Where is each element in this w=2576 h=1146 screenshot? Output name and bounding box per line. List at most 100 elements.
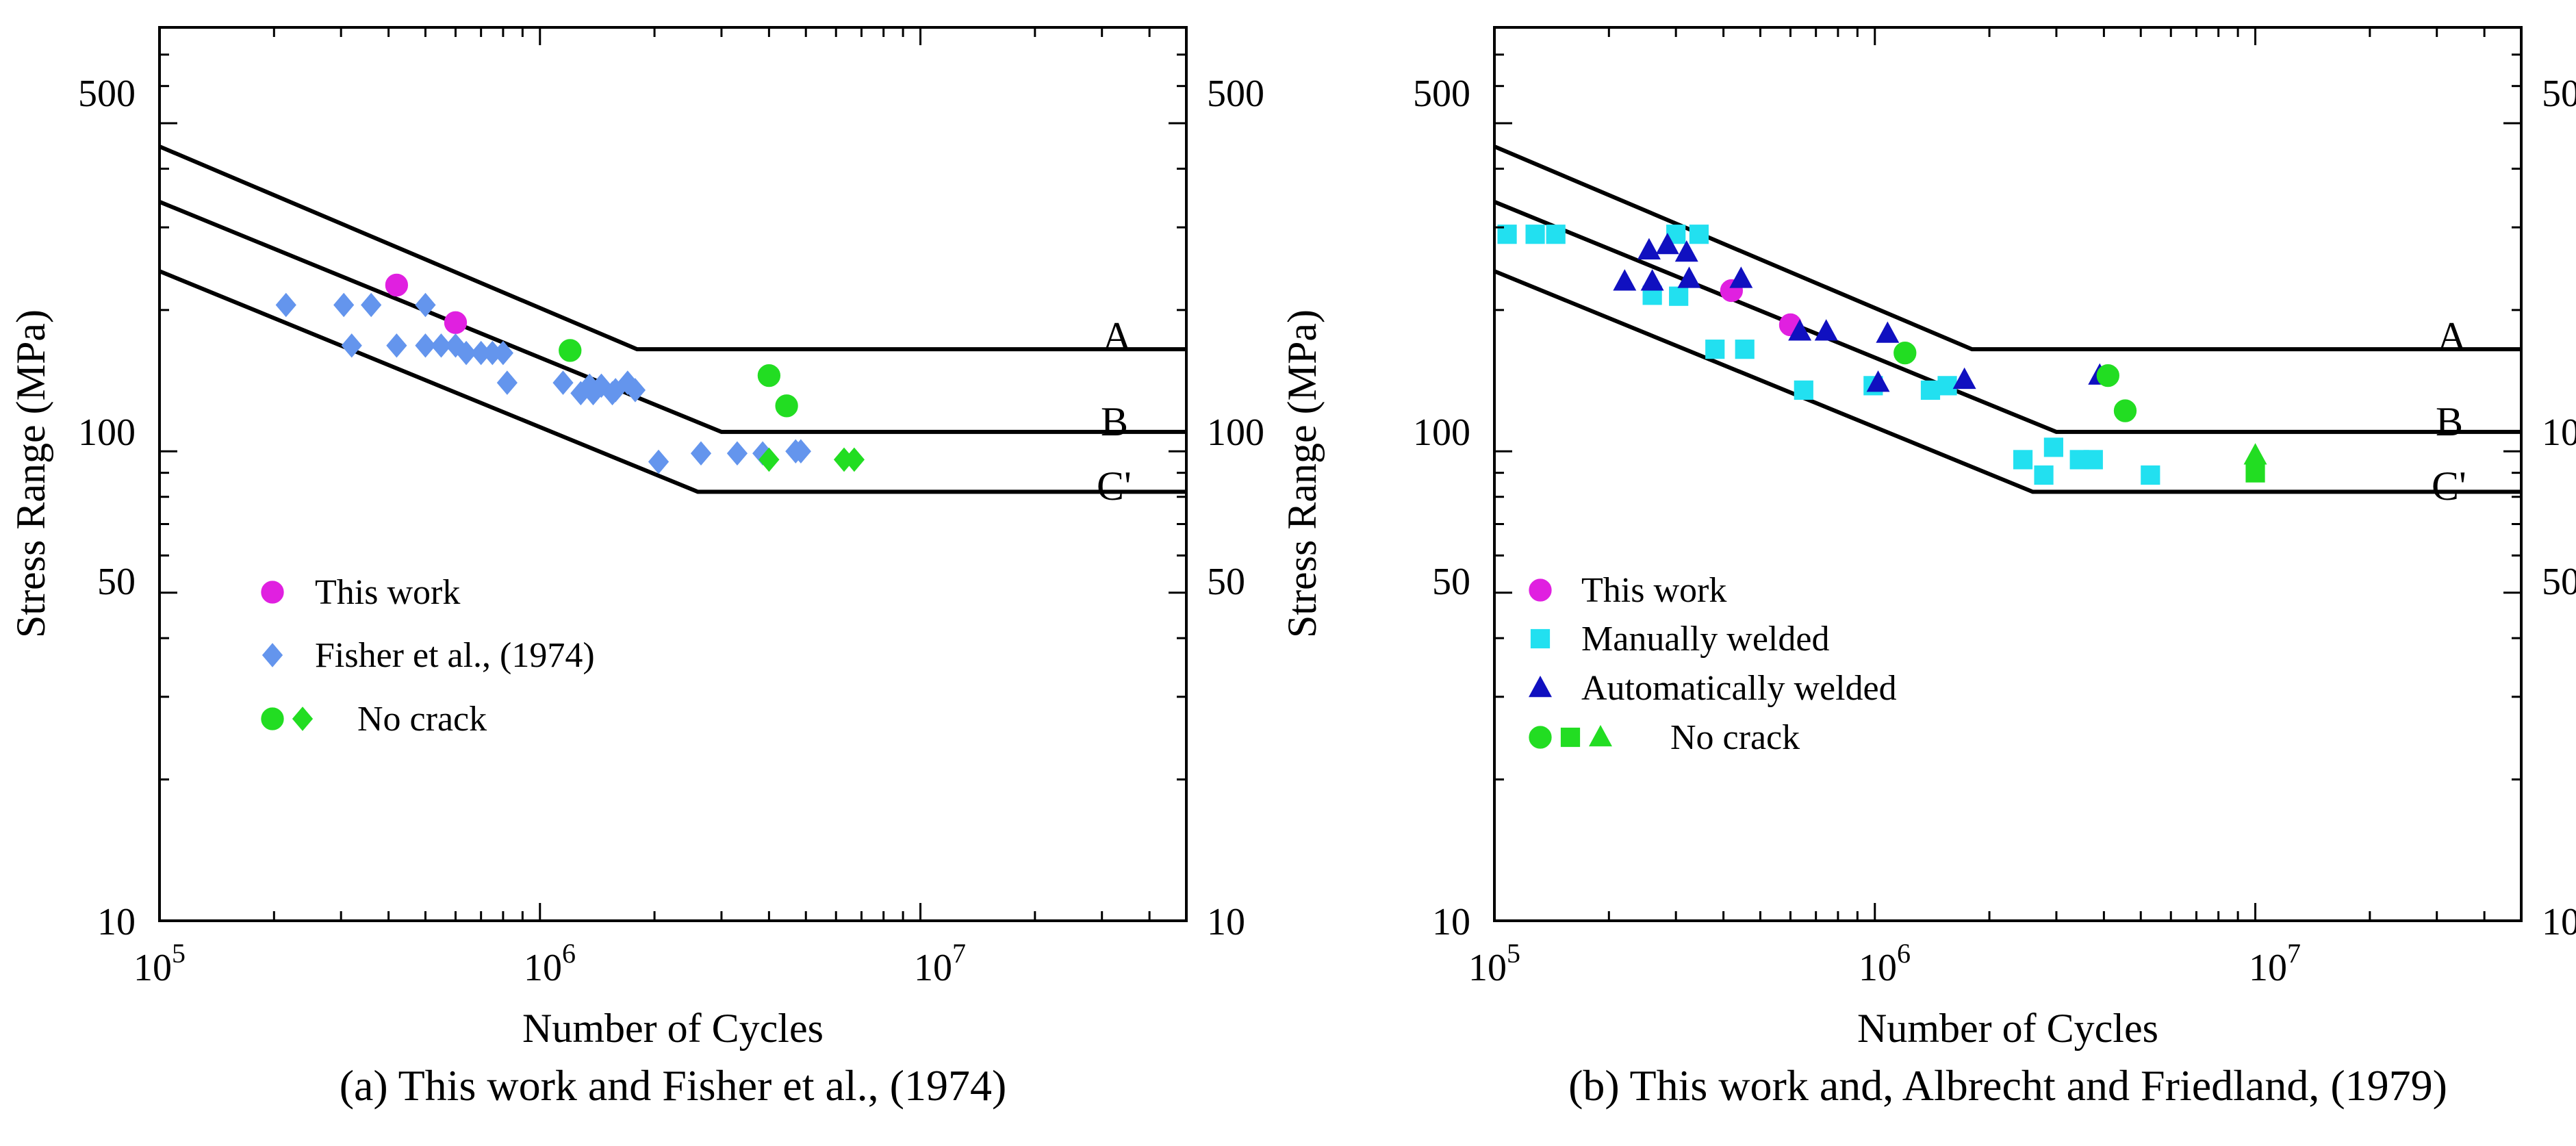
y-tick-label-left-50: 50 — [97, 561, 136, 603]
data-point-manually-welded-16 — [2043, 437, 2063, 457]
chart-panel-b: 10 50 100 500 10 50 100 500 105 106 107 … — [1279, 26, 2576, 1110]
data-point-no-crack-circle-2 — [2096, 364, 2119, 387]
x-tick-label-1e5: 105 — [133, 938, 186, 989]
x-tick-label-1e7: 107 — [2249, 938, 2301, 989]
data-point-fisher-et-al-1974-3 — [361, 292, 382, 318]
legend-a: This work Fisher et al., (1974) No crack — [261, 573, 595, 739]
legend-marker-diamond — [262, 643, 283, 667]
data-point-fisher-et-al-1974-21 — [624, 378, 646, 403]
legend-marker-circle — [1529, 726, 1552, 749]
legend-marker-circle — [261, 707, 284, 730]
legend-marker-triangle — [1589, 724, 1612, 747]
data-point-automatically-welded-8 — [1788, 319, 1812, 341]
legend-label-fisher: Fisher et al., (1974) — [315, 636, 595, 675]
y-tick-label-right-10: 10 — [2542, 901, 2576, 943]
y-tick-label-right-10: 10 — [1207, 901, 1245, 943]
ticks-b — [1493, 26, 2523, 922]
plot-frame-a — [158, 26, 1188, 922]
y-tick-label-left-10: 10 — [97, 901, 136, 943]
legend-label-no-crack-a: No crack — [357, 700, 487, 739]
legend-b-markers-1 — [1530, 628, 1551, 649]
data-point-fisher-et-al-1974-23 — [602, 381, 623, 406]
curve-label-a-C: C' — [1097, 463, 1132, 509]
curves-a — [158, 144, 1186, 494]
data-point-fisher-et-al-1974-1 — [275, 292, 296, 318]
y-tick-label-right-500: 500 — [2542, 73, 2576, 115]
data-point-no-crack-circle-3 — [775, 394, 798, 418]
y-tick-label-left-500: 500 — [78, 73, 136, 115]
x-tick-label-1e7: 107 — [914, 938, 966, 989]
legend-marker-square — [1560, 727, 1581, 748]
plot-frame-b — [1493, 26, 2523, 922]
data-point-automatically-welded-6 — [1640, 269, 1664, 291]
legend-b-markers-0 — [1529, 578, 1552, 602]
data-point-fisher-et-al-1974-6 — [386, 333, 407, 358]
x-tick-exponent-6: 6 — [1897, 938, 1911, 969]
x-axis-title-a: Number of Cycles — [522, 1006, 824, 1051]
data-point-manually-welded-14 — [2013, 450, 2033, 470]
x-tick-exponent-5: 5 — [1507, 938, 1520, 969]
data-point-manually-welded-5 — [1689, 225, 1709, 244]
data-point-manually-welded-18 — [2083, 450, 2103, 470]
data-point-fisher-et-al-1974-13 — [492, 340, 514, 366]
data-point-no-crack-circle-2 — [757, 364, 781, 387]
y-axis-title-a: Stress Range (MPa) — [8, 309, 53, 638]
data-point-automatically-welded-10 — [1866, 370, 1890, 392]
data-point-fisher-et-al-1974-26 — [726, 441, 748, 466]
data-point-no-crack-circle-1 — [559, 339, 582, 362]
legend-marker-diamond — [292, 706, 314, 731]
y-tick-label-left-100: 100 — [78, 411, 136, 454]
data-point-this-work-1 — [385, 273, 409, 297]
x-tick-label-1e6: 106 — [1859, 938, 1911, 989]
legend-marker-circle — [261, 581, 284, 604]
data-point-automatically-welded-7 — [1729, 266, 1753, 288]
data-point-no-crack-diamond-3 — [843, 447, 865, 472]
data-point-manually-welded-2 — [1525, 225, 1545, 244]
y-tick-label-left-10: 10 — [1432, 901, 1470, 943]
x-tick-exponent-7: 7 — [952, 938, 966, 969]
data-point-manually-welded-8 — [1705, 340, 1725, 359]
y-tick-label-right-100: 100 — [2542, 411, 2576, 454]
data-point-manually-welded-19 — [2141, 465, 2160, 485]
x-tick-exponent-6: 6 — [562, 938, 576, 969]
y-axis-title-b: Stress Range (MPa) — [1279, 309, 1325, 638]
points-b — [1497, 225, 2267, 485]
legend-label-this-work: This work — [315, 573, 460, 612]
x-tick-label-1e6: 106 — [524, 938, 576, 989]
y-tick-label-left-500: 500 — [1413, 73, 1470, 115]
legend-a-markers-2 — [261, 706, 314, 731]
data-point-no-crack-circle-1 — [1893, 341, 1917, 365]
data-point-fisher-et-al-1974-24 — [648, 449, 669, 474]
data-point-fisher-et-al-1974-15 — [552, 370, 574, 395]
design-curve-Cprime — [1493, 269, 2521, 494]
data-point-fisher-et-al-1974-7 — [415, 333, 436, 358]
data-point-automatically-welded-9 — [1814, 319, 1838, 341]
data-point-fisher-et-al-1974-8 — [431, 333, 452, 358]
points-a — [275, 273, 865, 474]
data-point-automatically-welded-1 — [1613, 269, 1637, 291]
design-curve-B — [1493, 200, 2521, 434]
y-tick-label-right-50: 50 — [1207, 561, 1245, 603]
design-curve-B — [158, 200, 1186, 434]
ticks-a — [158, 26, 1188, 922]
x-tick-exponent-7: 7 — [2287, 938, 2301, 969]
data-point-automatically-welded-12 — [1952, 367, 1976, 390]
y-tick-label-right-100: 100 — [1207, 411, 1264, 454]
curve-label-b-B: B — [2436, 399, 2463, 444]
data-point-fisher-et-al-1974-29 — [790, 439, 811, 464]
data-point-manually-welded-15 — [2034, 465, 2054, 485]
legend-marker-circle — [1529, 578, 1552, 602]
y-tick-label-left-50: 50 — [1432, 561, 1470, 603]
legend-a-markers-1 — [262, 643, 283, 667]
data-point-manually-welded-10 — [1794, 380, 1813, 400]
data-point-automatically-welded-3 — [1655, 232, 1679, 255]
data-point-manually-welded-13 — [1937, 376, 1957, 396]
legend-a-markers-0 — [261, 581, 284, 604]
curve-label-b-A: A — [2437, 314, 2466, 359]
data-point-automatically-welded-5 — [1677, 266, 1701, 288]
data-point-manually-welded-9 — [1735, 340, 1755, 359]
data-point-manually-welded-7 — [1669, 286, 1689, 306]
x-tick-label-1e5: 105 — [1468, 938, 1520, 989]
